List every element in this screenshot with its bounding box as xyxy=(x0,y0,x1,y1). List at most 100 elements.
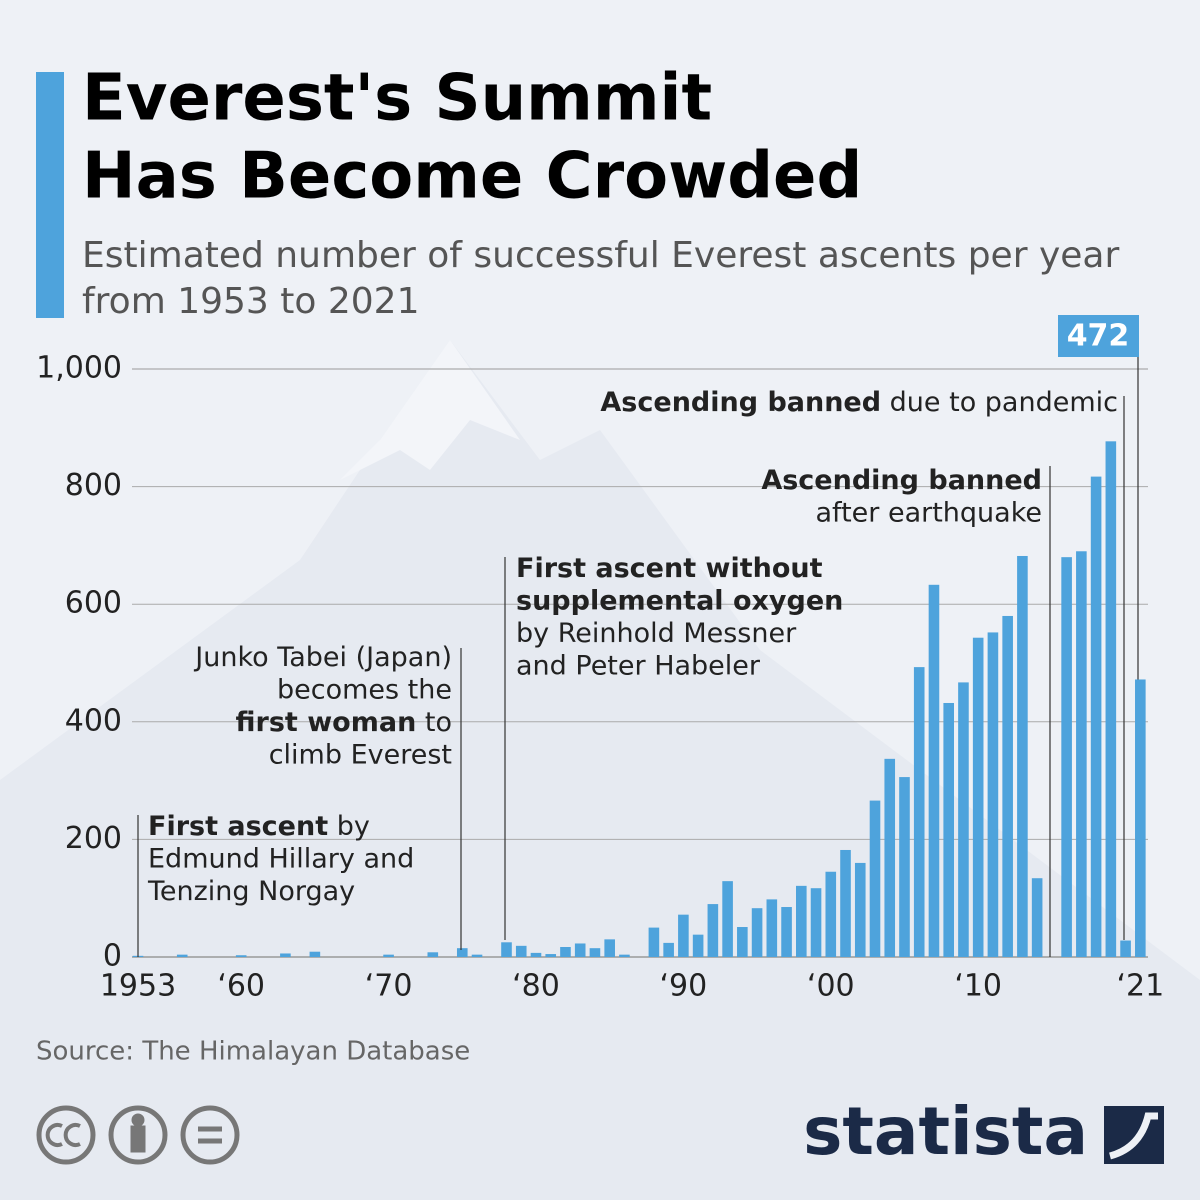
bar xyxy=(515,945,527,957)
y-tick-label: 800 xyxy=(65,468,122,503)
bar xyxy=(530,952,542,957)
bar xyxy=(678,914,689,957)
annotation-run: after earthquake xyxy=(816,497,1043,528)
bar xyxy=(574,943,586,957)
by-glyph xyxy=(131,1113,145,1127)
bar xyxy=(722,881,733,957)
mountain xyxy=(0,340,1200,1200)
bar xyxy=(854,862,866,957)
bar xyxy=(619,954,630,957)
bar xyxy=(899,777,910,957)
annotation: first woman to xyxy=(236,707,452,738)
license-icons xyxy=(36,1105,240,1165)
bar xyxy=(972,637,984,957)
annotation-run: climb Everest xyxy=(269,739,452,770)
bar xyxy=(884,758,896,957)
x-tick-label: ‘90 xyxy=(660,969,708,1004)
annotation: Ascending banned due to pandemic xyxy=(600,387,1118,418)
bar xyxy=(987,632,999,957)
bar xyxy=(1017,555,1028,957)
bar xyxy=(707,904,719,957)
bar xyxy=(869,800,881,957)
bar xyxy=(176,954,188,957)
annotation-run: becomes the xyxy=(277,674,452,705)
annotation: becomes the xyxy=(277,674,452,705)
annotation-run: due to pandemic xyxy=(881,387,1118,418)
bar xyxy=(1135,679,1146,957)
annotation: climb Everest xyxy=(269,739,452,770)
annotation-run: Edmund Hillary and xyxy=(148,843,414,874)
annotation: Junko Tabei (Japan) xyxy=(193,642,452,673)
annotation-run: to xyxy=(416,707,452,738)
annotation-run: Ascending banned xyxy=(600,387,881,418)
bar xyxy=(1002,615,1013,957)
by-icon xyxy=(108,1105,168,1165)
bar xyxy=(751,908,763,957)
x-tick-label: 1953 xyxy=(100,969,176,1004)
nd-icon xyxy=(180,1105,240,1165)
x-tick-label: ‘80 xyxy=(512,969,560,1004)
bar xyxy=(1031,878,1043,957)
bar xyxy=(766,899,778,957)
chart-title: Everest's Summit xyxy=(82,62,712,136)
brand-icon xyxy=(1104,1106,1164,1164)
annotation-run: First ascent without xyxy=(516,553,823,584)
title-bar xyxy=(36,72,64,318)
annotation-run: Junko Tabei (Japan) xyxy=(193,642,452,673)
y-tick-label: 600 xyxy=(65,586,122,621)
y-tick-label: 1,000 xyxy=(36,351,122,386)
bar xyxy=(648,927,660,957)
bar xyxy=(589,948,601,957)
annotation-run: by xyxy=(328,811,370,842)
value-label-box xyxy=(1058,315,1139,357)
x-tick-label: ‘21 xyxy=(1116,969,1164,1004)
bar xyxy=(501,942,512,957)
bar xyxy=(737,927,748,957)
by-glyph xyxy=(130,1125,146,1153)
bar xyxy=(796,885,807,957)
bar xyxy=(309,951,321,957)
bar xyxy=(471,954,483,957)
subtitle: Estimated number of successful Everest a… xyxy=(82,235,1119,276)
bar xyxy=(825,871,837,957)
bar xyxy=(958,682,969,957)
brand-logo: statista xyxy=(803,1093,1088,1170)
bar xyxy=(560,947,571,957)
bar xyxy=(913,667,925,957)
annotation-run: and Peter Habeler xyxy=(516,650,761,681)
cc-glyph xyxy=(45,1123,81,1147)
bar xyxy=(810,888,822,957)
x-tick-label: ‘10 xyxy=(954,969,1002,1004)
bar xyxy=(840,849,851,957)
annotation: supplemental oxygen xyxy=(516,585,843,616)
annotation-run: supplemental oxygen xyxy=(516,585,843,616)
y-tick-label: 0 xyxy=(103,939,122,974)
value-label: 472 xyxy=(1067,319,1130,354)
bar xyxy=(781,907,792,957)
bar xyxy=(545,954,557,957)
bar xyxy=(928,584,940,957)
annotation-run: first woman xyxy=(236,707,417,738)
chart-title: Has Become Crowded xyxy=(82,140,862,214)
bar xyxy=(604,939,615,957)
y-tick-label: 200 xyxy=(65,821,122,856)
annotation-run: First ascent xyxy=(148,811,328,842)
bar xyxy=(1090,476,1102,957)
x-tick-label: ‘70 xyxy=(365,969,413,1004)
bar xyxy=(280,953,291,957)
annotation: after earthquake xyxy=(816,497,1043,528)
x-tick-label: ‘60 xyxy=(217,969,265,1004)
bar xyxy=(427,952,439,957)
annotation: First ascent without xyxy=(516,553,823,584)
brand-icon-swoosh xyxy=(1108,1112,1158,1160)
annotation: Edmund Hillary and xyxy=(148,843,414,874)
cc-icon xyxy=(36,1105,96,1165)
annotation: First ascent by xyxy=(148,811,370,842)
bar xyxy=(235,955,247,957)
bar xyxy=(456,948,468,957)
annotation: and Peter Habeler xyxy=(516,650,761,681)
annotation: Ascending banned xyxy=(761,465,1042,496)
source: Source: The Himalayan Database xyxy=(36,1037,470,1067)
bar xyxy=(1076,551,1087,957)
